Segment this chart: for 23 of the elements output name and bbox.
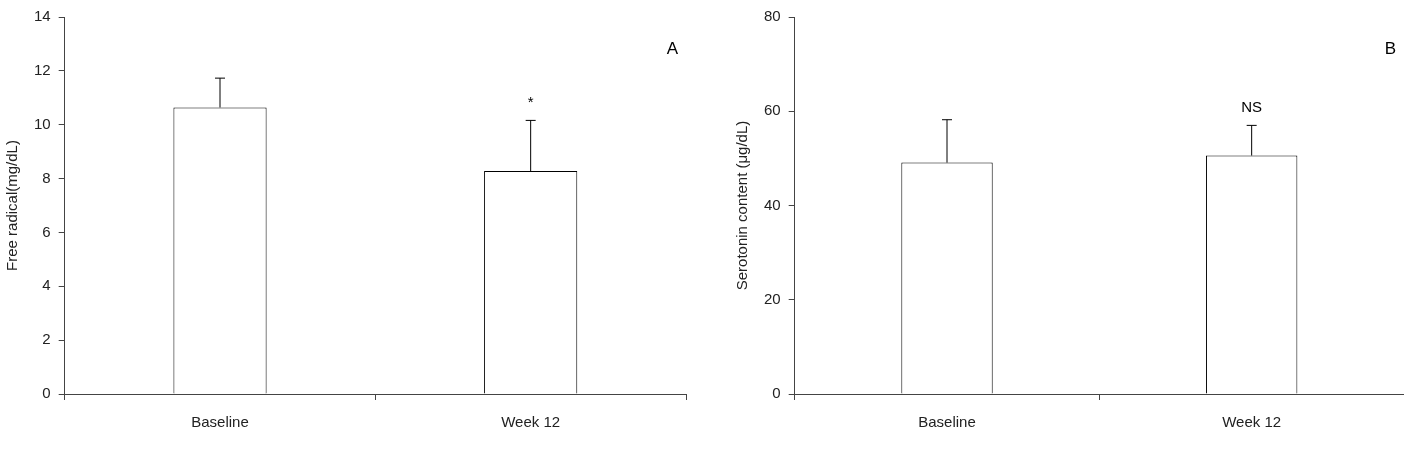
y-tick-label: 0 <box>42 384 51 402</box>
y-axis-title: Free radical(mg/dL) <box>3 140 21 271</box>
y-tick-label: 6 <box>42 222 51 240</box>
x-tick-label: Baseline <box>191 413 249 431</box>
annotation: A <box>666 39 679 59</box>
y-tick-label: 0 <box>772 384 781 402</box>
x-tick-label: Week 12 <box>1222 413 1282 431</box>
y-tick-label: 40 <box>764 195 781 213</box>
y-tick-label: 2 <box>42 330 51 348</box>
y-tick-label: 14 <box>34 7 51 25</box>
y-tick-label: 20 <box>764 289 781 307</box>
x-tick-label: Baseline <box>918 413 976 431</box>
y-tick-label: 10 <box>34 114 51 132</box>
annotation: * <box>527 93 534 111</box>
y-tick-label: 4 <box>42 276 51 294</box>
y-tick-label: 60 <box>764 101 781 119</box>
y-tick-label: 12 <box>34 61 51 78</box>
annotation: NS <box>1241 98 1263 116</box>
x-tick-label: Week 12 <box>501 413 561 431</box>
y-tick-label: 80 <box>764 7 781 25</box>
y-tick-label: 8 <box>42 168 51 186</box>
y-axis-title: Serotonin content (μg/dL) <box>733 120 751 291</box>
annotation: B <box>1384 39 1396 59</box>
